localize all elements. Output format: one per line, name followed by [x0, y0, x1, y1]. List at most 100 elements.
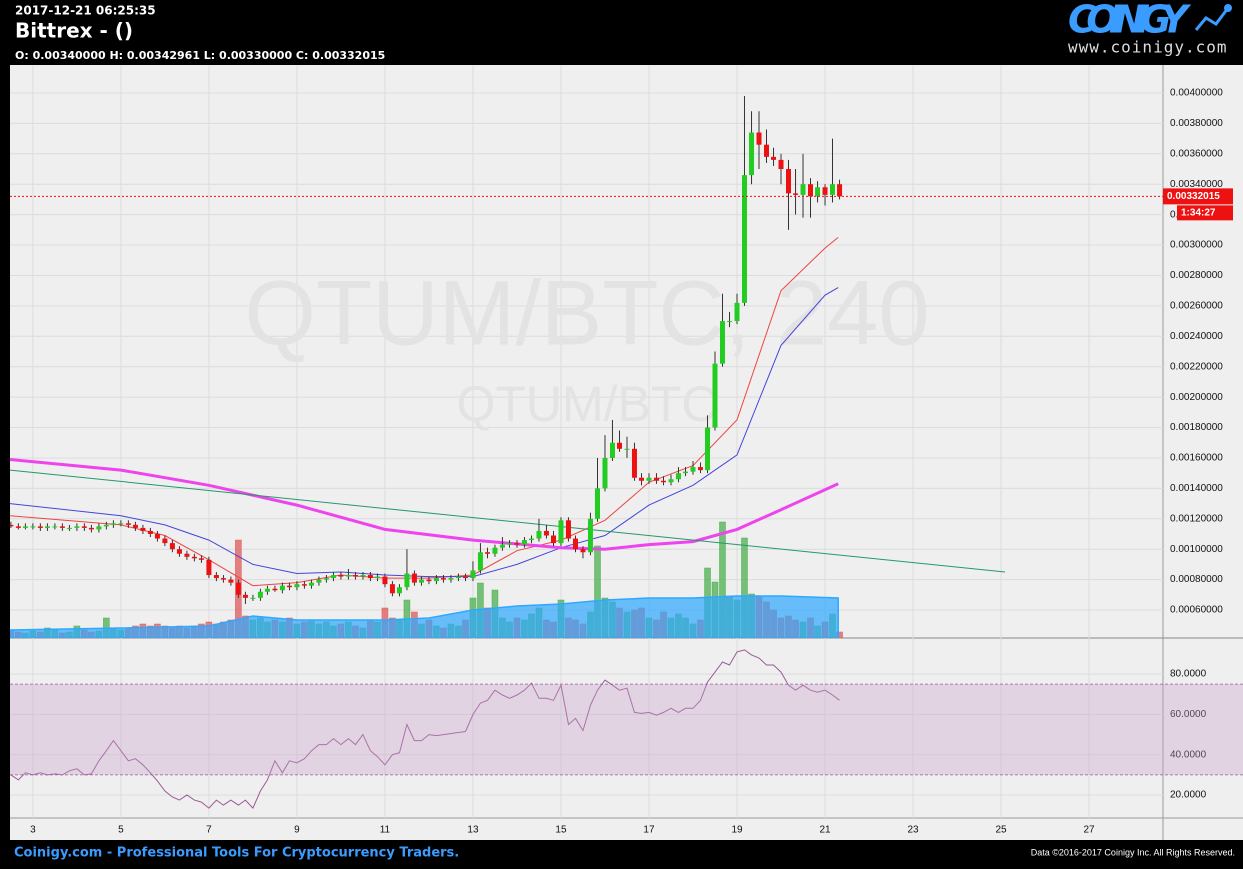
candle-body — [565, 520, 571, 539]
ohlc-label: O: 0.00340000 H: 0.00342961 L: 0.0033000… — [15, 49, 385, 62]
y-tick-label: 0.00080000 — [1170, 574, 1223, 585]
price-pane: QTUM/BTC, 240 QTUM/BTC — [10, 96, 1006, 638]
countdown-label: 1:34:27 — [1181, 208, 1216, 219]
candle-body — [323, 578, 329, 580]
rsi-band — [10, 684, 1243, 775]
y-tick-label: 40.0000 — [1170, 749, 1207, 760]
volume-bar — [741, 537, 748, 638]
timestamp: 2017-12-21 06:25:35 — [15, 4, 156, 18]
candle-body — [837, 184, 843, 197]
y-tick-label: 0.00380000 — [1170, 118, 1223, 129]
candle-body — [830, 184, 836, 195]
x-tick-label: 27 — [1084, 825, 1096, 836]
y-tick-label: 0.00300000 — [1170, 240, 1223, 251]
candle-body — [646, 477, 652, 481]
candle-body — [470, 570, 476, 579]
candle-body — [499, 544, 505, 548]
candle-body — [477, 552, 483, 571]
watermark-sub: QTUM/BTC — [456, 376, 717, 432]
x-tick-label: 19 — [731, 825, 743, 836]
y-tick-label: 0.00160000 — [1170, 453, 1223, 464]
candle-body — [690, 467, 696, 472]
footer-copyright: Data ©2016-2017 Coinigy Inc. All Rights … — [1031, 847, 1235, 857]
candle-body — [250, 597, 256, 599]
candle-body — [110, 523, 116, 525]
y-tick-label: 0.00200000 — [1170, 392, 1223, 403]
x-tick-label: 3 — [30, 825, 36, 836]
y-tick-label: 0.00340000 — [1170, 179, 1223, 190]
candle-body — [514, 543, 520, 545]
candle-body — [30, 526, 36, 528]
candle-body — [580, 549, 586, 553]
x-tick-label: 23 — [907, 825, 919, 836]
candle-body — [103, 524, 109, 527]
candle-body — [74, 526, 80, 528]
y-tick-label: 60.0000 — [1170, 709, 1207, 720]
candle-body — [719, 321, 725, 364]
candle-body — [22, 526, 28, 528]
candle-body — [352, 575, 358, 577]
candle-body — [807, 184, 813, 197]
candle-body — [44, 526, 50, 528]
x-tick-label: 21 — [819, 825, 831, 836]
candle-body — [140, 527, 146, 531]
candle-body — [572, 538, 578, 550]
candle-body — [683, 471, 689, 474]
candle-body — [727, 321, 733, 323]
candle-body — [118, 523, 124, 525]
candle-body — [455, 576, 461, 579]
candle-body — [492, 547, 498, 554]
candle-body — [389, 584, 395, 594]
candle-body — [220, 578, 226, 580]
candle-body — [624, 448, 630, 450]
candle-body — [521, 540, 527, 545]
candle-body — [440, 578, 446, 580]
candle-body — [191, 556, 197, 559]
candle-body — [37, 526, 43, 528]
candle-body — [242, 594, 248, 598]
candle-body — [668, 479, 674, 483]
y-tick-label: 0.00240000 — [1170, 331, 1223, 342]
candle-body — [675, 473, 681, 480]
logo-icon — [1194, 7, 1230, 31]
candle-body — [587, 518, 593, 553]
candle-body — [66, 527, 72, 529]
candle-body — [338, 575, 344, 577]
candle-body — [147, 530, 153, 534]
candle-body — [617, 442, 623, 449]
candle-body — [81, 526, 87, 528]
candle-body — [741, 175, 747, 303]
candle-body — [536, 530, 542, 539]
logo-icon-dot — [1224, 4, 1232, 12]
candle-body — [661, 480, 667, 483]
y-tick-label: 0.00180000 — [1170, 422, 1223, 433]
candle-body — [374, 576, 380, 579]
candle-body — [705, 427, 711, 471]
candle-body — [558, 520, 564, 544]
y-tick-label: 0.00060000 — [1170, 605, 1223, 616]
moving-average — [10, 458, 839, 551]
candle-body — [528, 538, 534, 541]
rsi-pane — [10, 649, 840, 809]
candle-body — [411, 573, 417, 583]
candle-body — [360, 575, 366, 577]
candle-body — [272, 588, 278, 591]
candle-body — [301, 584, 307, 586]
candle-body — [59, 526, 65, 528]
volume-ma-area — [10, 595, 839, 638]
x-tick-label: 7 — [206, 825, 212, 836]
candle-body — [132, 524, 138, 528]
last-price-tag — [1163, 188, 1233, 205]
candle-body — [448, 578, 454, 580]
candle-body — [169, 543, 175, 550]
candle-body — [602, 457, 608, 489]
exchange-label: Bittrex - () — [15, 19, 133, 43]
candle-body — [15, 526, 21, 528]
candle-body — [279, 585, 285, 591]
x-tick-label: 13 — [467, 825, 479, 836]
candle-body — [294, 584, 300, 588]
candle-body — [184, 553, 190, 557]
x-tick-label: 25 — [995, 825, 1007, 836]
logo-name: COINIGY — [1068, 0, 1191, 42]
y-tick-label: 20.0000 — [1170, 790, 1207, 801]
